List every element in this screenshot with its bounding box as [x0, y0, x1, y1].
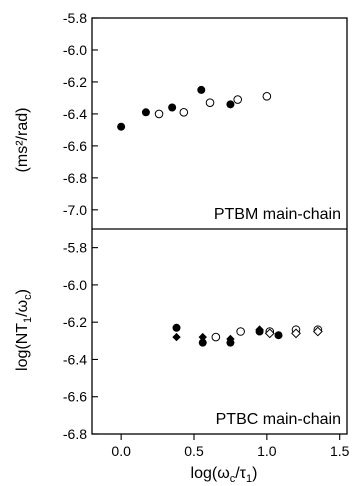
open-diamond-point — [291, 328, 301, 339]
open-circle-point — [233, 95, 243, 104]
open-circle-point — [262, 92, 272, 101]
filled-circle-point — [198, 338, 207, 347]
y-tick-label: -7.0 — [63, 202, 87, 218]
x-axis-title: log(ωc/τ1) — [191, 465, 258, 485]
open-circle-point — [211, 332, 221, 342]
filled-circle-point — [117, 122, 126, 131]
filled-circle-point — [197, 85, 206, 94]
plot-frame — [91, 17, 348, 435]
x-tick-label: 1.5 — [330, 443, 350, 459]
open-diamond-point — [264, 328, 275, 339]
plot-border — [91, 17, 348, 435]
panel-label: PTBC main-chain — [216, 411, 341, 428]
y-tick-label: -6.8 — [63, 170, 87, 186]
y-tick-label: -6.6 — [63, 138, 87, 154]
open-diamond-point — [312, 326, 323, 337]
y-tick-label: -6.4 — [63, 351, 87, 367]
y-axis-title: log(NT1/ωc) — [14, 289, 34, 371]
open-circle-point — [236, 327, 245, 336]
panel-label: PTBM main-chain — [214, 206, 341, 223]
panels-layer: -5.8 -6.0 -6.2 -6.4 -6.6 -6.8 -7.0 PTBM main-ch… — [63, 10, 341, 442]
x-tick-label: 0.0 — [111, 443, 131, 459]
y-tick-label: -6.2 — [63, 74, 87, 90]
y-tick-label: -6.4 — [63, 106, 87, 122]
filled-circle-point — [274, 331, 283, 340]
filled-circle-point — [172, 323, 181, 332]
filled-circle-point — [141, 108, 150, 117]
filled-diamond-point — [255, 325, 264, 334]
filled-diamond-point — [226, 334, 235, 344]
x-axis: 0.0 0.5 1.0 1.5 — [111, 434, 350, 459]
y-tick-label: -5.8 — [63, 240, 87, 256]
y-unit-label: (ms²/rad) — [14, 108, 31, 173]
filled-diamond-point — [198, 332, 207, 342]
open-circle-point — [205, 98, 215, 108]
y-tick-label: -5.8 — [63, 10, 87, 26]
x-tick-label: 0.5 — [184, 443, 204, 459]
x-tick-label: 1.0 — [257, 443, 277, 459]
filled-circle-point — [168, 103, 177, 112]
open-circle-point — [154, 109, 164, 119]
y-tick-label: -6.8 — [63, 426, 87, 442]
y-tick-label: -6.0 — [63, 277, 87, 293]
filled-circle-point — [226, 100, 235, 109]
panel-1: -5.8 -6.0 -6.2 -6.4 -6.6 -6.8 -7.0 PTBM main-ch… — [63, 10, 341, 223]
y-tick-label: -6.2 — [63, 314, 87, 330]
filled-diamond-point — [172, 332, 181, 342]
open-circle-point — [179, 108, 189, 117]
y-tick-label: -6.6 — [63, 389, 87, 405]
panel-2: -5.8 -6.0 -6.2 -6.4 -6.6 -6.8 PTBC main-chain — [63, 240, 341, 442]
y-tick-label: -6.0 — [63, 42, 87, 58]
